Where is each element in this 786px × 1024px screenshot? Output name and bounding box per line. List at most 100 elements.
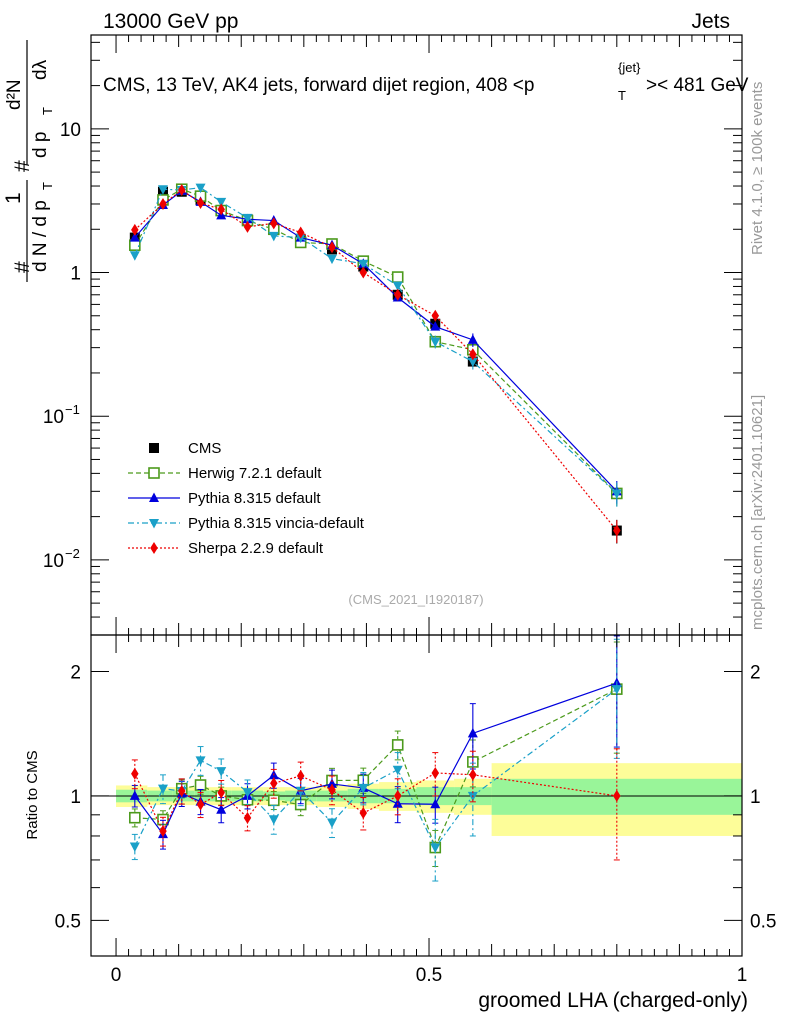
ratio-point-sherpa — [217, 786, 225, 799]
ratio-point-sherpa — [296, 769, 305, 782]
ratio-point-sherpa — [359, 807, 368, 820]
ratio-point-herwig — [194, 779, 207, 791]
ratio-point-vincia — [216, 767, 227, 777]
point-sherpa — [359, 266, 368, 279]
point-sherpa — [328, 241, 336, 254]
ylabel-T-sub-2: T — [40, 107, 55, 115]
ratio-point-sherpa — [393, 789, 402, 802]
plot-title-sup: {jet} — [618, 60, 641, 75]
ratio-point-vincia — [242, 788, 253, 798]
legend-marker-pythia — [149, 492, 159, 502]
plot-title: CMS, 13 TeV, AK4 jets, forward dijet reg… — [103, 60, 749, 103]
legend-label-vincia: Pythia 8.315 vincia-default — [188, 515, 365, 532]
main-ytick-label-exponent: −2 — [65, 546, 80, 561]
ylabel-dlambda: dλ — [30, 59, 51, 80]
ylabel-T-sub-1: T — [40, 182, 55, 190]
legend-label-pythia: Pythia 8.315 default — [188, 490, 321, 507]
ratio-point-vincia — [129, 842, 140, 853]
main-ytick-label-exponent: −1 — [65, 402, 80, 417]
ratio-ytick-label-left: 1 — [70, 787, 81, 808]
main-ytick-label: 10 — [43, 551, 64, 572]
x-tick-label: 1 — [737, 965, 748, 986]
ratio-point-vincia — [430, 843, 441, 854]
point-sherpa — [393, 288, 402, 301]
point-sherpa — [178, 184, 186, 197]
ratio-point-pythia — [430, 798, 441, 809]
point-sherpa — [270, 217, 278, 230]
main-ylabel: # 1 d N / d p T # d²N d p T dλ — [2, 40, 55, 282]
legend-entry-sherpa: Sherpa 2.2.9 default — [128, 540, 324, 557]
legend-label-cms: CMS — [188, 440, 221, 457]
ratio-point-pythia — [129, 790, 140, 800]
point-vincia — [242, 213, 253, 224]
legend-marker-cms — [149, 443, 159, 453]
point-pythia — [467, 334, 478, 344]
ratio-point-pythia — [326, 778, 337, 788]
point-pythia — [430, 321, 441, 331]
ratio-point-vincia — [326, 818, 337, 829]
ratio-point-vincia — [195, 756, 206, 766]
x-tick-label: 0 — [111, 965, 122, 986]
ratio-series-vincia — [129, 638, 622, 882]
analysis-watermark: (CMS_2021_I1920187) — [348, 592, 483, 607]
ratio-point-vincia — [157, 784, 168, 795]
ratio-ylabel: Ratio to CMS — [24, 750, 41, 839]
ratio-ytick-label-left: 0.5 — [55, 911, 81, 932]
ratio-point-vincia — [611, 685, 622, 695]
ratio-point-sherpa — [131, 767, 139, 780]
ratio-point-herwig — [129, 811, 141, 824]
x-axis-label: groomed LHA (charged-only) — [478, 989, 748, 1012]
point-vincia — [195, 183, 206, 194]
point-vincia — [430, 337, 441, 348]
ratio-point-sherpa — [243, 811, 252, 824]
legend-marker-sherpa — [150, 542, 158, 554]
series-sherpa — [131, 184, 621, 543]
ratio-point-sherpa — [196, 798, 205, 811]
point-sherpa — [296, 226, 305, 239]
point-herwig — [129, 239, 141, 251]
legend: CMS Herwig 7.2.1 default Pythia 8.315 defa… — [128, 440, 365, 557]
point-sherpa — [196, 196, 205, 209]
point-vincia — [129, 251, 140, 261]
ratio-marks — [129, 635, 623, 882]
ratio-point-sherpa — [431, 766, 440, 779]
ratio-point-pythia — [467, 727, 478, 738]
legend-label-herwig: Herwig 7.2.1 default — [188, 465, 322, 482]
legend-marker-vincia — [149, 519, 159, 529]
ylabel-hash-2: # — [11, 160, 34, 172]
ylabel-one: 1 — [2, 192, 25, 204]
point-sherpa — [469, 348, 477, 361]
ratio-point-sherpa — [328, 783, 336, 796]
point-vincia — [358, 259, 369, 270]
legend-entry-herwig: Herwig 7.2.1 default — [128, 465, 322, 482]
ratio-ytick-label-right: 1 — [750, 787, 761, 808]
ratio-xticks: 0 0.5 1 — [111, 635, 748, 986]
legend-entry-cms: CMS — [149, 440, 221, 457]
main-ytick-label: 1 — [70, 264, 81, 285]
rivet-label: Rivet 4.1.0, ≥ 100k events — [749, 82, 766, 255]
ratio-point-sherpa — [159, 825, 167, 838]
legend-entry-pythia: Pythia 8.315 default — [128, 490, 321, 507]
ylabel-dN-dpT: d N / d p — [30, 200, 51, 272]
point-sherpa — [217, 203, 225, 216]
header-right: Jets — [691, 10, 730, 33]
ratio-point-herwig — [391, 739, 404, 751]
ylabel-d2N: d²N — [4, 79, 25, 110]
point-pythia — [129, 232, 140, 242]
point-herwig — [391, 271, 404, 283]
ratio-series-sherpa — [131, 748, 621, 861]
point-sherpa — [159, 197, 167, 210]
plot-title-sub: T — [618, 88, 626, 103]
point-vincia — [467, 357, 478, 368]
x-tick-label: 0.5 — [416, 965, 442, 986]
ratio-point-vincia — [268, 815, 279, 825]
point-sherpa — [243, 220, 252, 233]
plot-title-tail: >< 481 GeV — [646, 75, 749, 96]
point-vincia — [392, 281, 403, 292]
ratio-point-herwig — [267, 794, 280, 807]
point-vincia — [268, 231, 279, 242]
legend-label-sherpa: Sherpa 2.2.9 default — [188, 540, 324, 557]
